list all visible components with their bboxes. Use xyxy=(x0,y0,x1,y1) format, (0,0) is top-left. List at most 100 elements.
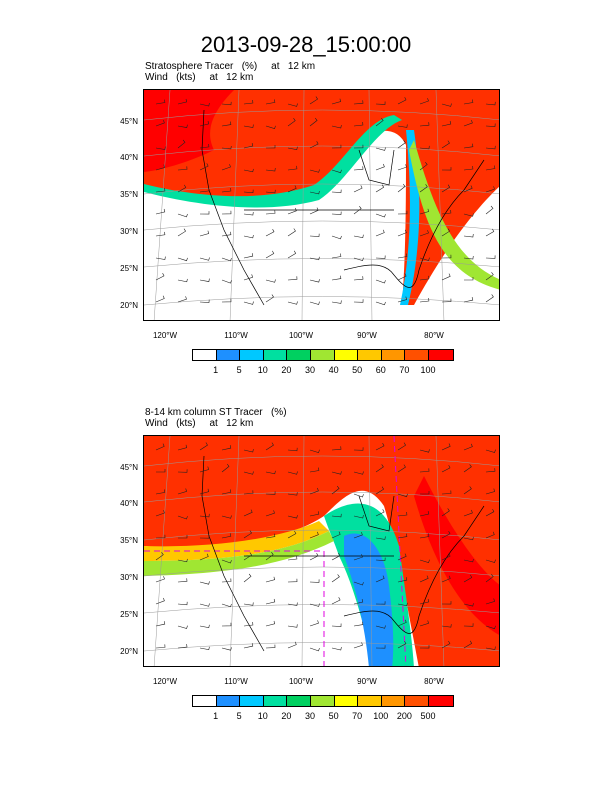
map1-front-band xyxy=(144,115,402,208)
wind-barb xyxy=(397,511,408,517)
wind-barb xyxy=(441,209,452,215)
wind-barb xyxy=(397,442,407,451)
wind-barb xyxy=(331,300,342,304)
wind-barb xyxy=(243,471,254,475)
wind-barb xyxy=(199,230,210,237)
wind-barb xyxy=(441,601,452,605)
colorbar-swatch xyxy=(287,696,311,706)
wind-barb xyxy=(243,234,254,239)
wind-barb xyxy=(155,208,166,215)
panel1-title-line2: Wind (kts) at 12 km xyxy=(145,72,254,83)
wind-barb xyxy=(463,486,472,495)
wind-barb xyxy=(309,487,319,495)
wind-barb xyxy=(309,141,319,149)
colorbar-level-label: 200 xyxy=(396,711,412,721)
colorbar-level-label: 20 xyxy=(281,365,292,375)
wind-barb xyxy=(199,603,210,607)
map2-lon-label: 80°W xyxy=(424,677,444,686)
wind-barb xyxy=(221,445,232,451)
wind-barb xyxy=(353,166,364,171)
map2-band-yellow xyxy=(144,521,329,561)
colorbar-swatch xyxy=(263,350,288,360)
map2-lon-label: 110°W xyxy=(224,677,248,686)
wind-barb xyxy=(331,125,342,129)
wind-barb xyxy=(397,602,408,607)
colorbar-level-label: 30 xyxy=(304,711,315,721)
colorbar-swatch xyxy=(310,696,335,706)
wind-barb xyxy=(156,469,166,473)
map-panel-stratosphere-tracer xyxy=(143,89,500,321)
map1-wind-barbs xyxy=(155,96,496,306)
map1-lat-label: 40°N xyxy=(120,153,138,162)
map2-band-blue xyxy=(344,533,394,666)
wind-barb xyxy=(353,234,364,239)
wind-barb xyxy=(287,146,298,151)
wind-barb xyxy=(485,165,496,171)
colorbar-swatch xyxy=(287,350,311,360)
wind-barb xyxy=(155,552,164,561)
colorbar-level-label: 40 xyxy=(328,365,339,375)
wind-barb xyxy=(353,642,363,649)
wind-barb xyxy=(221,210,232,215)
colorbar-1 xyxy=(192,349,454,361)
wind-barb xyxy=(463,574,473,583)
wind-barb xyxy=(463,185,473,193)
wind-barb xyxy=(265,470,276,475)
colorbar-swatch xyxy=(405,696,429,706)
figure-title: 2013-09-28_15:00:00 xyxy=(200,32,412,57)
wind-barb xyxy=(287,118,296,127)
wind-barb xyxy=(177,515,188,520)
wind-barb xyxy=(266,145,276,149)
colorbar-level-label: 5 xyxy=(236,365,242,375)
map1-lon-label: 110°W xyxy=(224,331,248,340)
wind-barb xyxy=(375,101,386,105)
wind-barb xyxy=(309,449,320,453)
wind-barb xyxy=(375,184,385,193)
wind-barb xyxy=(375,279,386,284)
map2-svg xyxy=(144,436,499,666)
wind-barb xyxy=(463,509,473,517)
map2-lat-label: 20°N xyxy=(120,647,138,656)
wind-barb xyxy=(155,187,166,193)
wind-barb xyxy=(199,278,210,282)
wind-barb xyxy=(485,228,495,237)
wind-barb xyxy=(155,295,165,303)
wind-barb xyxy=(177,166,188,171)
colorbar-swatch xyxy=(405,350,429,360)
wind-barb xyxy=(331,597,341,605)
wind-barb xyxy=(463,165,474,171)
wind-barb xyxy=(331,144,342,149)
wind-barb xyxy=(331,253,342,259)
wind-barb xyxy=(177,296,187,303)
wind-barb xyxy=(265,491,276,495)
wind-barb xyxy=(375,601,386,605)
map1-lon-label: 120°W xyxy=(152,331,178,340)
wind-barb xyxy=(463,640,473,649)
wind-barb xyxy=(353,144,364,149)
wind-barb xyxy=(199,488,210,495)
colorbar-swatch xyxy=(216,350,241,360)
wind-barb xyxy=(485,488,495,495)
map1-graticule xyxy=(144,90,499,320)
wind-barb xyxy=(397,253,408,259)
wind-barb xyxy=(221,647,232,651)
wind-barb xyxy=(441,103,452,107)
wind-barb xyxy=(309,207,319,215)
map2-coastlines xyxy=(201,455,485,652)
wind-barb xyxy=(353,447,364,451)
colorbar-level-label: 100 xyxy=(373,711,389,721)
wind-barb xyxy=(199,513,210,518)
wind-barb xyxy=(199,466,209,473)
map1-tracer-west xyxy=(144,90,234,172)
wind-barb xyxy=(331,552,341,561)
panel1-title-line1: Stratosphere Tracer (%) at 12 km xyxy=(145,61,316,72)
wind-barb xyxy=(441,640,451,649)
wind-barb xyxy=(221,463,230,473)
wind-barb xyxy=(221,622,232,627)
wind-barb xyxy=(485,625,496,630)
wind-barb xyxy=(177,625,188,629)
wind-barb xyxy=(441,254,452,259)
wind-barb xyxy=(265,644,276,649)
wind-barb xyxy=(287,555,298,561)
map2-graticule xyxy=(144,436,499,666)
